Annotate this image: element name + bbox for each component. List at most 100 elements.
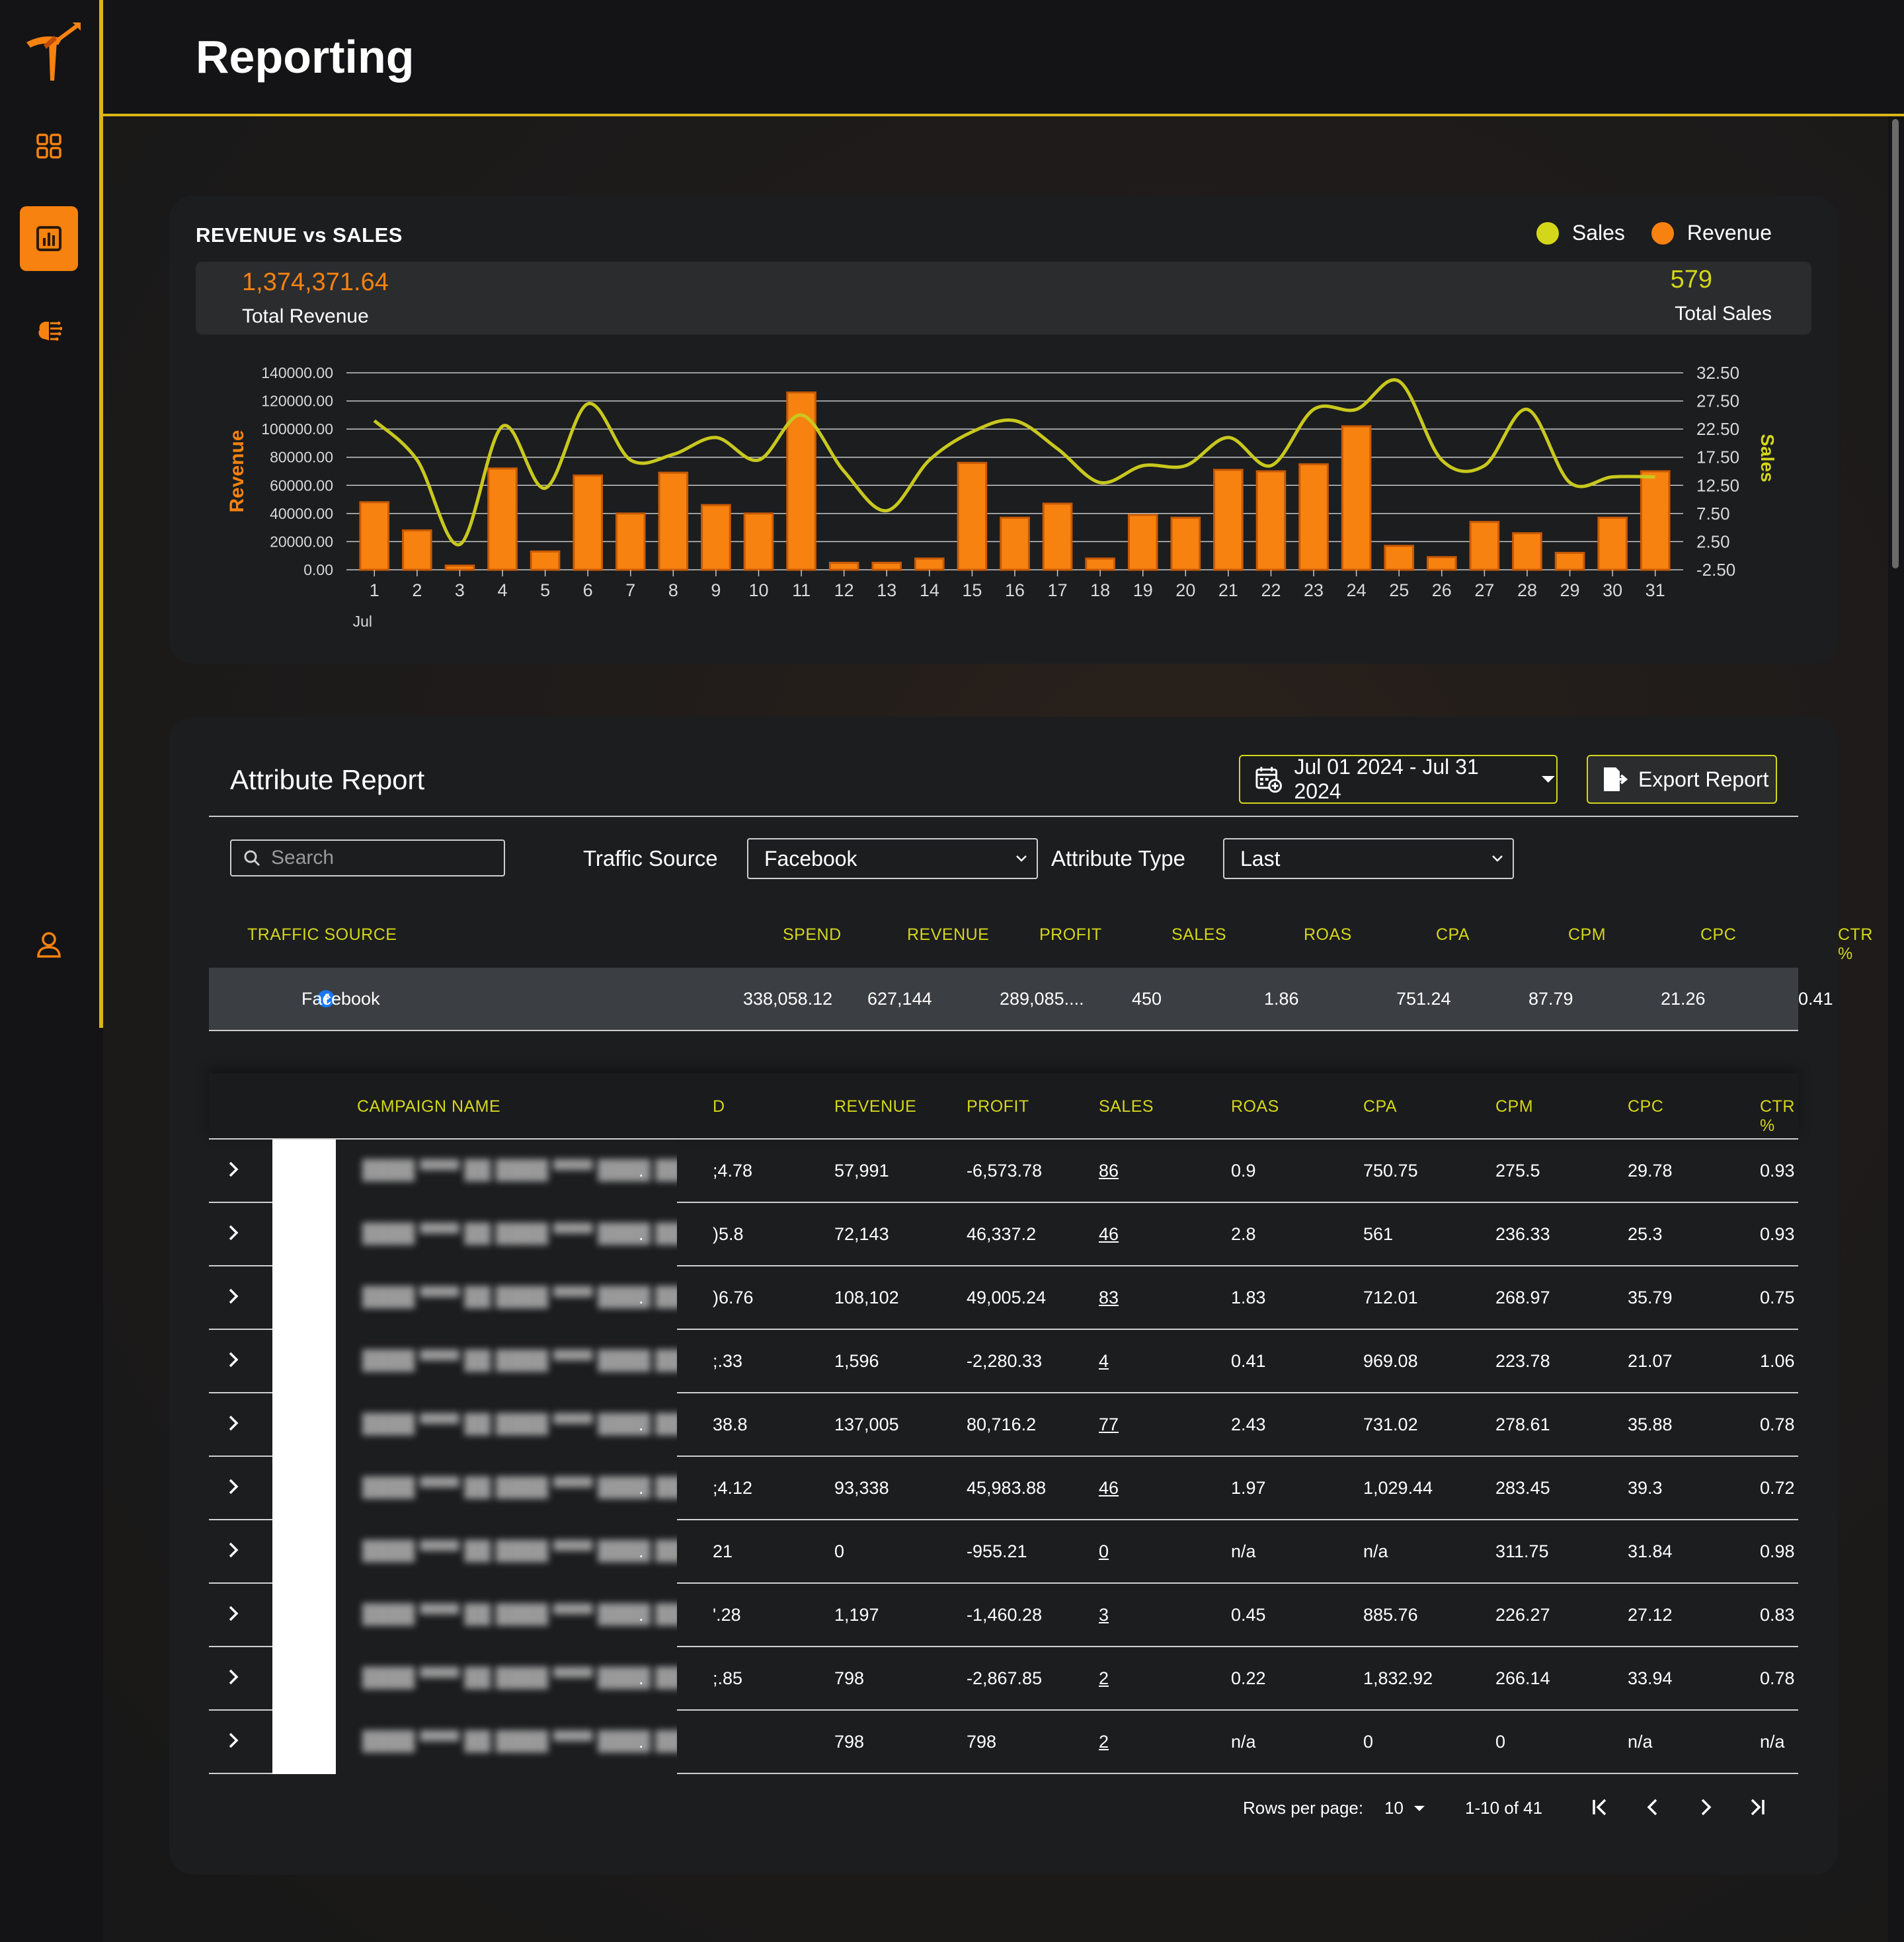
source-header-2[interactable]: REVENUE [907,925,990,944]
legend-sales[interactable]: Sales [1536,221,1625,245]
next-page-icon[interactable] [1695,1797,1716,1818]
table-row[interactable]: ████ ▀▀▀ ██ ████ ▀▀▀ ████ ██ ▀.)6.76 108,… [209,1266,1798,1330]
campaign-cell-5: 0.22 [1231,1668,1266,1688]
campaign-cell-4[interactable]: 0 [1099,1541,1109,1561]
table-row[interactable]: ████ ▀▀▀ ██ ████ ▀▀▀ ████ ██ ▀. ;.85 798 -2… [209,1647,1798,1711]
source-header-8[interactable]: CPC [1700,925,1737,944]
x-tick-label: 6 [583,580,593,600]
first-page-icon[interactable] [1589,1797,1610,1818]
page-scrollbar[interactable] [1892,119,1899,568]
source-header-5[interactable]: ROAS [1304,925,1352,944]
x-tick-label: 19 [1133,580,1153,600]
table-row[interactable]: ████ ▀▀▀ ██ ████ ▀▀▀ ████ ██ ▀. ;4.12 93,3… [209,1457,1798,1520]
y-tick-label: 100000.00 [261,420,333,438]
source-table-row[interactable]: Facebook 338,058.12 627,144 289,085.... 450 1… [209,968,1833,1031]
table-row[interactable]: ████ ▀▀▀ ██ ████ ▀▀▀ ████ ██ ▀ ;.33 1,596 -… [209,1330,1798,1393]
campaign-header-7[interactable]: CPM [1495,1097,1534,1116]
campaign-cell-1: ;4.12 [713,1478,753,1498]
campaign-cell-0: . [639,1478,644,1498]
campaign-header-4[interactable]: SALES [1099,1097,1154,1116]
chevron-right-icon[interactable] [223,1286,243,1306]
campaign-header-6[interactable]: CPA [1363,1097,1398,1116]
campaign-header-2[interactable]: REVENUE [834,1097,917,1116]
search-input[interactable] [270,846,497,870]
date-range-picker[interactable]: Jul 01 2024 - Jul 31 2024 [1239,755,1558,804]
campaign-cell-3: 798 [967,1732,997,1752]
revenue-bar [658,471,689,571]
campaign-cell-6: 0 [1363,1732,1374,1752]
nav-reporting[interactable] [20,206,78,271]
y-tick-label: 120000.00 [261,393,333,410]
campaign-cell-4[interactable]: 4 [1099,1351,1109,1371]
revenue-sales-chart: 140000.00120000.00100000.0080000.0060000… [226,363,1778,630]
source-header-4[interactable]: SALES [1171,925,1227,944]
table-row[interactable]: ████ ▀▀▀ ██ ████ ▀▀▀ ████ ██ ▀. 38.8 137,0… [209,1393,1798,1457]
y-tick-label: 60000.00 [270,477,333,494]
traffic-source-select[interactable]: Facebook [747,838,1038,879]
source-header-3[interactable]: PROFIT [1039,925,1102,944]
chevron-down-icon [1016,855,1027,862]
campaign-cell-4[interactable]: 83 [1099,1288,1119,1307]
campaign-cell-4[interactable]: 46 [1099,1478,1119,1498]
table-row[interactable]: ████ ▀▀▀ ██ ████ ▀▀▀ ████ ██ ▀. 21 0 -955.2… [209,1520,1798,1584]
campaign-cell-4[interactable]: 2 [1099,1668,1109,1688]
campaign-cell-4[interactable]: 2 [1099,1732,1109,1752]
campaign-name-redacted: ████ ▀▀▀ ██ ████ ▀▀▀ ████ ██ ▀ [336,1584,677,1647]
campaign-cell-1: ;.33 [713,1351,743,1371]
last-page-icon[interactable] [1747,1797,1768,1818]
calendar-add-icon [1255,767,1282,793]
revenue-bar [1085,557,1115,571]
table-row[interactable]: ████ ▀▀▀ ██ ████ ▀▀▀ ████ ██ ▀. '.28 1,197… [209,1584,1798,1647]
nav-ai[interactable] [20,299,78,364]
campaign-header-5[interactable]: ROAS [1231,1097,1279,1116]
search-box[interactable] [230,839,505,876]
revenue-bar [1554,551,1585,571]
legend-revenue-label: Revenue [1686,221,1772,245]
table-row[interactable]: ████ ▀▀▀ ██ ████ ▀▀▀ ████ ██ ▀.)5.8 72,14… [209,1203,1798,1266]
campaign-header-9[interactable]: CTR % [1760,1097,1795,1135]
chevron-right-icon[interactable] [223,1477,243,1496]
campaign-cell-5: 0.9 [1231,1161,1256,1181]
source-header-1[interactable]: SPEND [783,925,842,944]
table-row[interactable]: ████ ▀▀▀ ██ ████ ▀▀▀ ████ ██ ▀. 798 798 2 n/… [209,1711,1798,1774]
source-header-6[interactable]: CPA [1436,925,1470,944]
revenue-legend-dot [1651,221,1674,245]
revenue-bar [1000,516,1030,571]
campaign-cell-4[interactable]: 77 [1099,1415,1119,1434]
chevron-right-icon[interactable] [223,1350,243,1370]
nav-profile[interactable] [20,912,78,977]
campaign-cell-4[interactable]: 3 [1099,1605,1109,1625]
table-row[interactable]: ████ ▀▀▀ ██ ████ ▀▀▀ ████ ██ ▀. ;4.78 57,9… [209,1140,1798,1203]
campaign-header-0[interactable]: CAMPAIGN NAME [357,1097,501,1116]
attribute-type-select[interactable]: Last [1223,838,1514,879]
campaign-cell-4[interactable]: 46 [1099,1224,1119,1244]
campaign-cell-4[interactable]: 86 [1099,1161,1119,1181]
legend-revenue[interactable]: Revenue [1651,221,1772,245]
chevron-right-icon[interactable] [223,1604,243,1623]
chevron-right-icon[interactable] [223,1667,243,1687]
source-header-7[interactable]: CPM [1568,925,1606,944]
previous-page-icon[interactable] [1642,1797,1663,1818]
source-header-9[interactable]: CTR % [1838,925,1873,963]
chevron-right-icon[interactable] [223,1223,243,1243]
campaign-cell-8: 39.3 [1628,1478,1663,1498]
chevron-right-icon[interactable] [223,1413,243,1433]
nav-dashboard[interactable] [20,114,78,178]
campaign-cell-8: 31.84 [1628,1541,1673,1561]
chevron-right-icon[interactable] [223,1159,243,1179]
revenue-bar [1384,545,1415,571]
campaign-cell-6: 1,029.44 [1363,1478,1433,1498]
campaign-cell-0: . [639,1605,644,1625]
campaign-header-3[interactable]: PROFIT [967,1097,1029,1116]
campaign-header-1[interactable]: D [713,1097,725,1116]
source-header-0[interactable]: TRAFFIC SOURCE [247,925,397,944]
brand-logo[interactable] [24,22,81,82]
chevron-right-icon[interactable] [223,1730,243,1750]
rows-per-page-select[interactable]: 10 [1384,1798,1426,1818]
campaign-name-redacted: ████ ▀▀▀ ██ ████ ▀▀▀ ████ ██ ▀ [336,1647,677,1711]
chevron-right-icon[interactable] [223,1540,243,1560]
campaign-header-8[interactable]: CPC [1628,1097,1664,1116]
header-divider [209,816,1798,817]
export-report-button[interactable]: Export Report [1587,755,1777,804]
facebook-icon [317,990,335,1007]
